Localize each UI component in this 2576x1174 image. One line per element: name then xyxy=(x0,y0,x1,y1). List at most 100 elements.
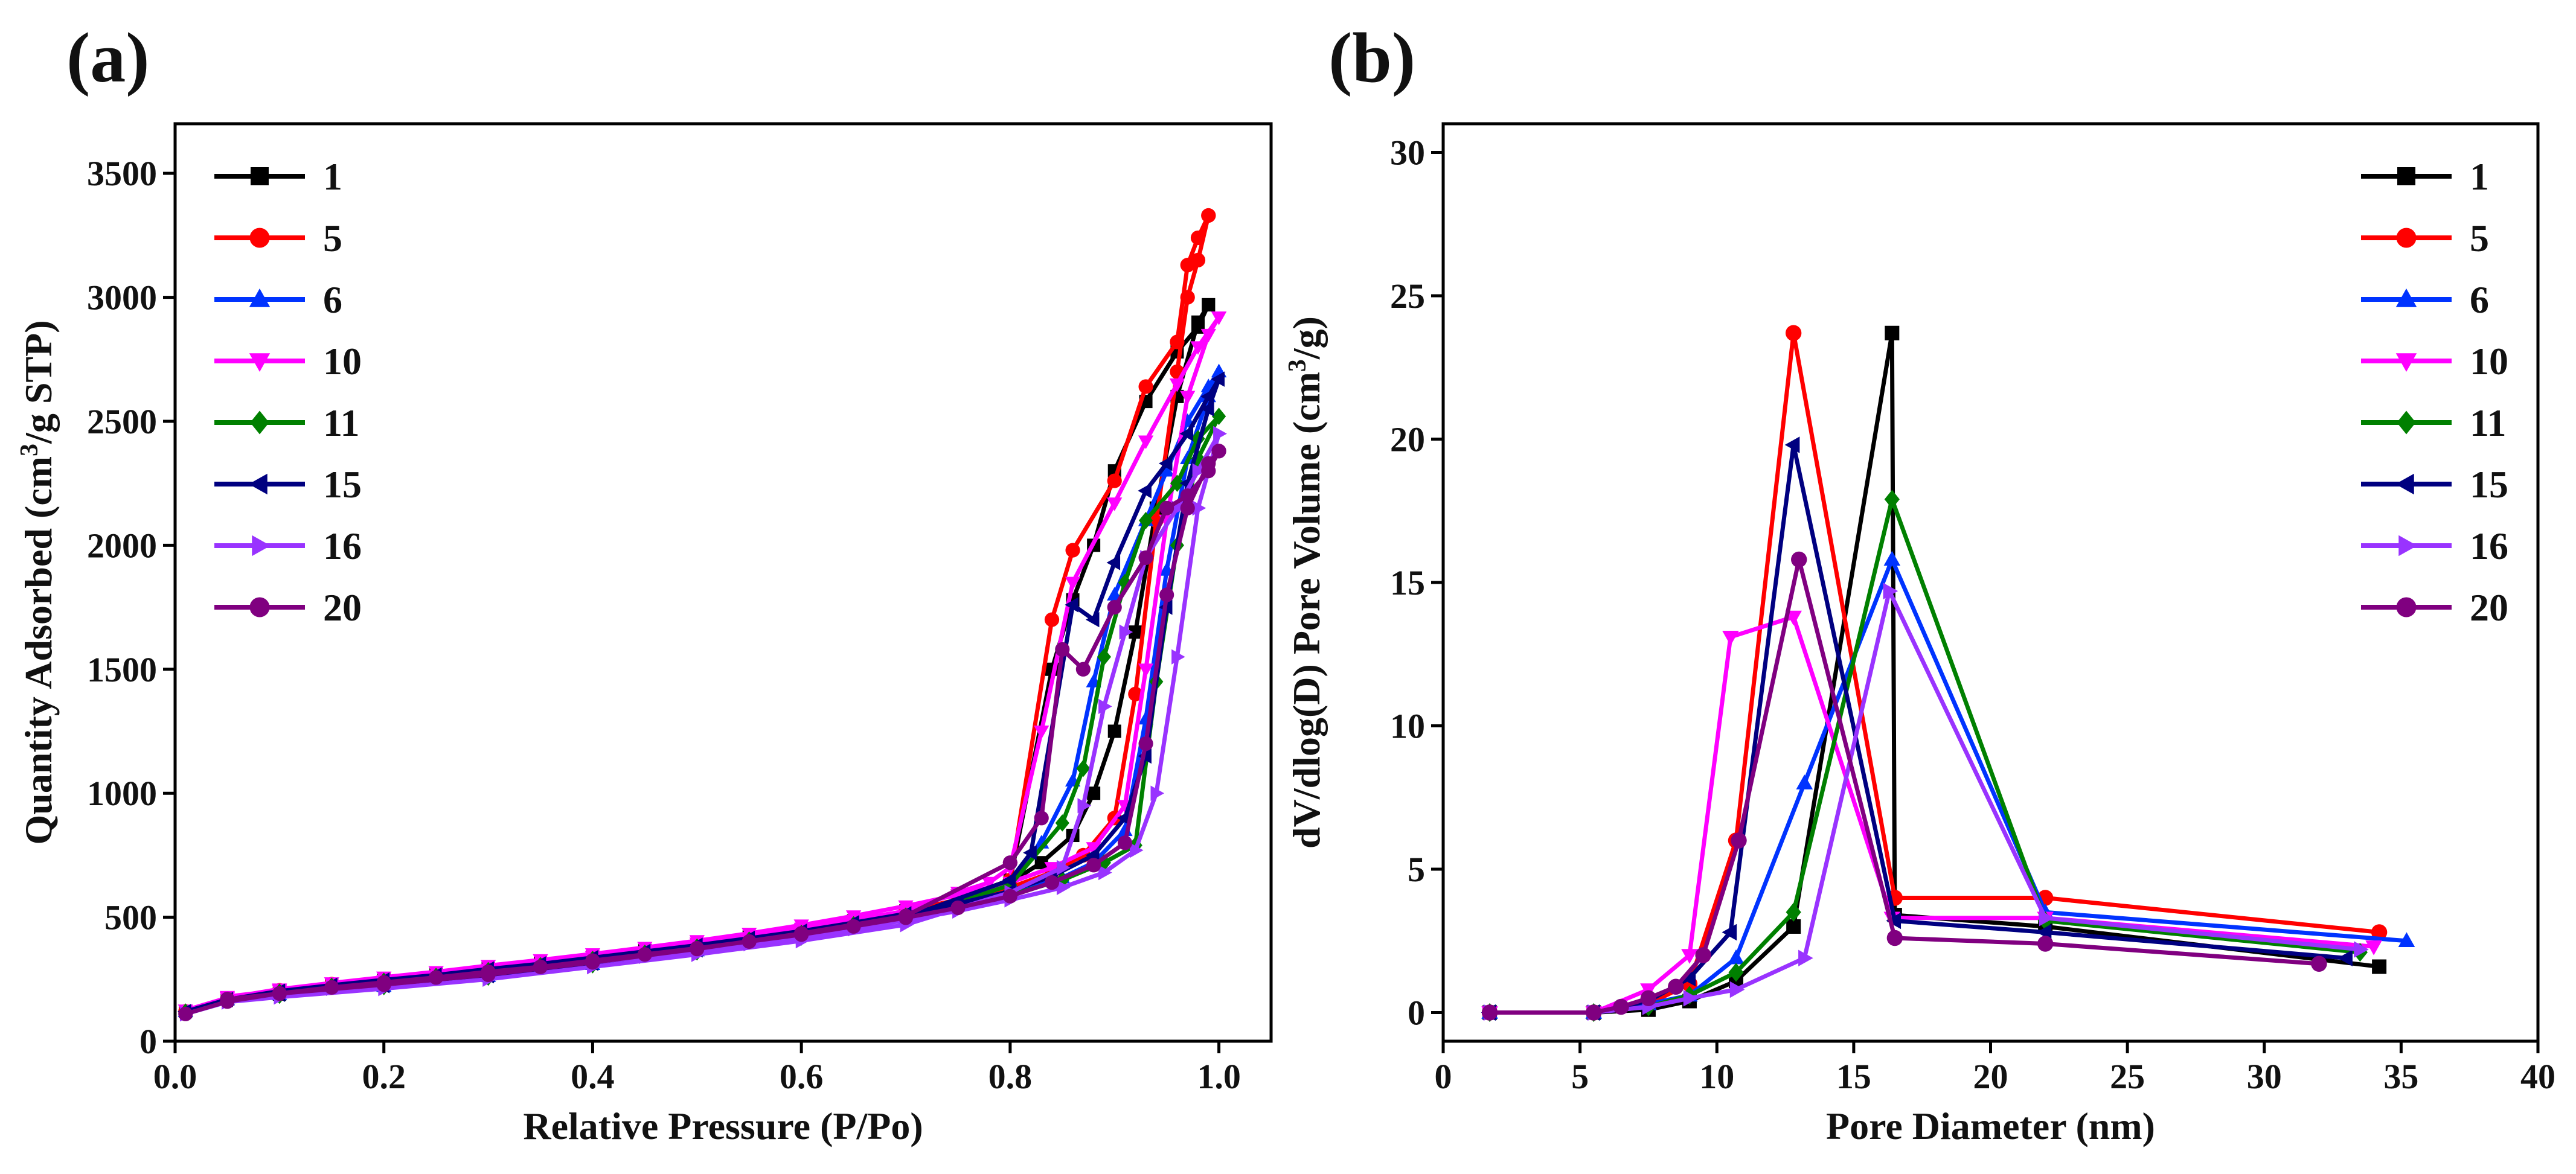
chart-b-legend-label-1: 1 xyxy=(2470,155,2489,198)
chart-a-series-10-point xyxy=(1180,391,1196,405)
chart-b-series-16-point xyxy=(2354,941,2369,958)
chart-a-legend-label-15: 15 xyxy=(323,463,362,506)
chart-a-series-10-point xyxy=(1200,328,1216,343)
chart-a-y-tick-label: 500 xyxy=(104,898,157,937)
chart-a-series-20-point xyxy=(898,908,914,924)
chart-a-series-20-point xyxy=(1138,550,1153,566)
chart-b-legend-label-16: 16 xyxy=(2470,525,2508,567)
chart-b-series-5-point xyxy=(1785,325,1802,341)
chart-a-series-15-point xyxy=(1106,555,1121,570)
chart-b-x-tick-label: 35 xyxy=(2383,1057,2418,1096)
chart-b-series-16-point xyxy=(1798,949,1813,967)
chart-b-series-11-point xyxy=(1786,902,1801,922)
chart-a-series-20-point xyxy=(1034,811,1049,826)
chart-a-legend-marker-16 xyxy=(252,535,271,557)
chart-a-series-20-point xyxy=(794,926,809,941)
chart-b-series-1-point xyxy=(1885,325,1900,340)
chart-a-series-5-point xyxy=(1138,379,1153,394)
chart-a-series-5-point xyxy=(1170,334,1185,349)
chart-a-x-tick-label: 0.0 xyxy=(153,1057,197,1096)
chart-b-legend-marker-16 xyxy=(2398,535,2417,557)
chart-b-y-tick-label: 10 xyxy=(1390,707,1425,746)
chart-a-series-20-point xyxy=(1002,855,1017,870)
chart-a-x-tick-label: 0.6 xyxy=(780,1057,824,1096)
chart-a-series-20-point xyxy=(585,955,600,970)
chart-b-y-tick-label: 20 xyxy=(1390,420,1425,459)
chart-b-legend-label-15: 15 xyxy=(2470,463,2508,506)
chart-a-series-20-point xyxy=(481,967,496,983)
chart-b-series-20-point xyxy=(1613,998,1629,1015)
chart-a-series-15-point xyxy=(1200,401,1214,417)
chart-a-series-16 xyxy=(179,426,1227,1022)
chart-a-series-10-point xyxy=(1190,341,1206,355)
chart-b-series-15-point xyxy=(2337,949,2353,967)
chart-b-legend-label-5: 5 xyxy=(2470,217,2489,260)
chart-b-series-20-point xyxy=(1668,978,1684,995)
chart-a-series-5-point xyxy=(1065,543,1080,558)
chart-b-x-tick-label: 20 xyxy=(1973,1057,2008,1096)
chart-b-y-axis-title-part: 3 xyxy=(1284,359,1312,372)
chart-b-y-axis-title-part: dV/dlog(D) Pore Volume (cm xyxy=(1285,372,1328,849)
chart-a-x-tick-label: 0.8 xyxy=(988,1057,1033,1096)
chart-a-series-1-point xyxy=(1191,320,1205,334)
chart-a-series-11-point xyxy=(1170,474,1184,492)
chart-b-legend-label-6: 6 xyxy=(2470,278,2489,321)
chart-b-legend-label-20: 20 xyxy=(2470,586,2508,629)
chart-b-legend-label-11: 11 xyxy=(2470,401,2506,444)
chart-a-y-tick-label: 1500 xyxy=(87,650,157,689)
chart-b-series-6 xyxy=(1481,550,2415,1019)
panel-label-a: (a) xyxy=(66,18,150,97)
chart-a-series-11-point xyxy=(1097,648,1111,666)
chart-a-series-20-point xyxy=(1211,444,1226,459)
chart-a-series-5-point xyxy=(1107,473,1122,488)
chart-b-legend-marker-10 xyxy=(2395,353,2417,372)
chart-a-series-6-point xyxy=(1159,462,1174,477)
chart-a-series-20-point xyxy=(1180,500,1195,515)
chart-b-series-16-point xyxy=(1683,989,1699,1007)
chart-a-series-20-point xyxy=(846,919,861,934)
chart-a-series-20-line xyxy=(185,448,1222,1016)
chart-a-series-15-point xyxy=(1065,597,1078,613)
chart-b-y-tick-label: 0 xyxy=(1408,994,1425,1033)
chart-a-series-1-point xyxy=(1034,856,1048,870)
chart-a-legend-label-20: 20 xyxy=(323,586,362,629)
chart-b-series-11 xyxy=(1482,490,2368,1022)
chart-a-y-tick-label: 2500 xyxy=(87,402,157,441)
chart-b-series-20-point xyxy=(1640,990,1657,1006)
chart-b-y-tick-label: 30 xyxy=(1390,133,1425,173)
chart-b-series-6-point xyxy=(1796,774,1813,790)
chart-b-series-1 xyxy=(1482,325,2387,1020)
chart-a-series-15-point xyxy=(1002,872,1016,888)
chart-b-x-axis-title: Pore Diameter (nm) xyxy=(1826,1105,2155,1147)
chart-a-series-10-point xyxy=(1086,842,1101,856)
chart-a-series-1-point xyxy=(1107,724,1121,738)
chart-b-series-10-point xyxy=(1681,949,1698,964)
chart-a-series-10-point xyxy=(1138,663,1154,677)
chart-a-series-15-point xyxy=(1158,456,1173,471)
chart-a-legend-marker-20 xyxy=(249,597,270,617)
chart-a-series-15-point xyxy=(1138,483,1152,499)
chart-b-series-6-point xyxy=(1883,550,1901,566)
chart-a-series-10-point xyxy=(1065,576,1081,591)
chart-a-series-5-point xyxy=(1128,686,1143,701)
chart-a-y-tick-label: 3000 xyxy=(87,278,157,317)
chart-b-series-1-point xyxy=(1786,919,1801,934)
chart-a-series-16-point xyxy=(1056,879,1071,895)
chart-a-series-11-point xyxy=(1139,511,1153,529)
chart-a-series-20-point xyxy=(272,986,287,1001)
chart-b-series-15-point xyxy=(1784,436,1800,453)
chart-a-legend-marker-15 xyxy=(249,473,268,495)
chart-b-y-axis-title: dV/dlog(D) Pore Volume (cm3/g) xyxy=(1284,316,1328,849)
chart-a-y-axis-title-part: 3 xyxy=(16,444,43,456)
chart-b-series-15-point xyxy=(1722,924,1737,941)
chart-a-series-16-point xyxy=(1213,426,1227,442)
chart-b-series-16-point xyxy=(1729,981,1745,998)
chart-a-series-5-point xyxy=(1180,290,1195,305)
chart-a-legend-label-10: 10 xyxy=(323,340,362,383)
chart-a-series-20-point xyxy=(1159,500,1174,515)
chart-a-series-20-point xyxy=(324,980,339,995)
chart-a-x-tick-label: 0.4 xyxy=(571,1057,615,1096)
chart-b-legend-marker-20 xyxy=(2396,597,2417,617)
chart-a-series-10-point xyxy=(1034,726,1049,739)
